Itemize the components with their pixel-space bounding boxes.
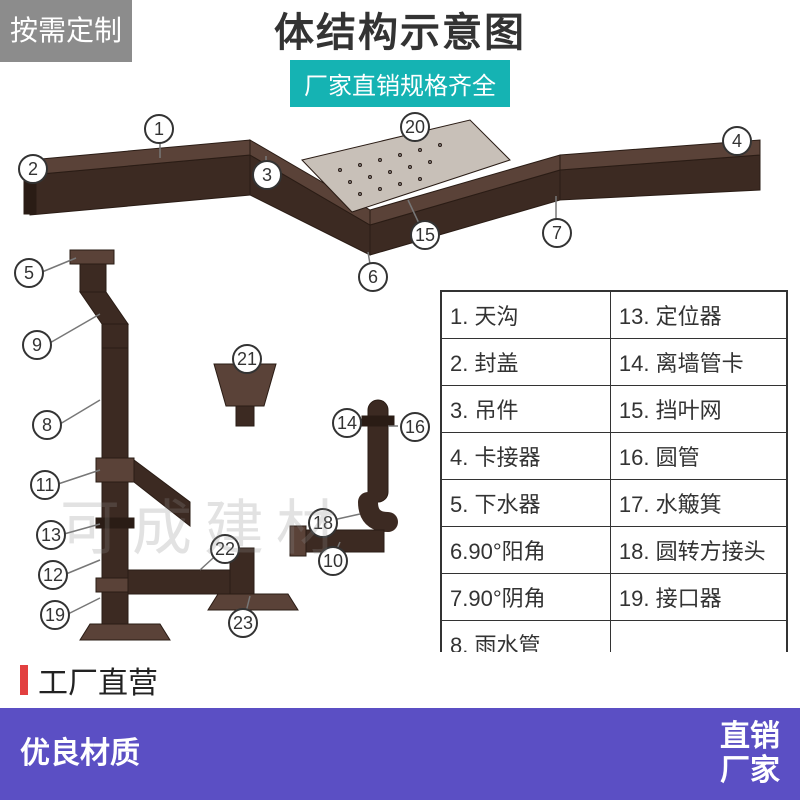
callout-21: 21 xyxy=(232,344,262,374)
legend-row: 6.90°阳角18. 圆转方接头 xyxy=(441,527,787,574)
legend-row: 5. 下水器17. 水簸箕 xyxy=(441,480,787,527)
custom-order-tag: 按需定制 xyxy=(0,0,132,62)
callout-9: 9 xyxy=(22,330,52,360)
callout-23: 23 xyxy=(228,608,258,638)
legend-row: 3. 吊件15. 挡叶网 xyxy=(441,386,787,433)
callout-16: 16 xyxy=(400,412,430,442)
callout-13: 13 xyxy=(36,520,66,550)
legend-cell: 3. 吊件 xyxy=(441,386,610,433)
legend-cell: 5. 下水器 xyxy=(441,480,610,527)
callout-6: 6 xyxy=(358,262,388,292)
callout-22: 22 xyxy=(210,534,240,564)
factory-direct-label: 工厂直营 xyxy=(38,658,158,702)
tag-text: 按需定制 xyxy=(10,14,122,48)
page-title: 体结构示意图 xyxy=(274,0,526,58)
callout-2: 2 xyxy=(18,154,48,184)
callout-4: 4 xyxy=(722,126,752,156)
callout-1: 1 xyxy=(144,114,174,144)
callout-11: 11 xyxy=(30,470,60,500)
legend-cell: 6.90°阳角 xyxy=(441,527,610,574)
banner-right-line2: 厂家 xyxy=(720,754,780,789)
callout-15: 15 xyxy=(410,220,440,250)
callout-10: 10 xyxy=(318,546,348,576)
legend-cell: 2. 封盖 xyxy=(441,339,610,386)
legend-cell: 7.90°阴角 xyxy=(441,574,610,621)
promo-banner: 优良材质 直销 厂家 xyxy=(0,708,800,800)
callout-20: 20 xyxy=(400,112,430,142)
diagram-area: 12342015675982111131219222314161810 可成建材… xyxy=(0,100,800,652)
banner-right-text: 直销 厂家 xyxy=(720,720,780,789)
legend-row: 2. 封盖14. 离墙管卡 xyxy=(441,339,787,386)
legend-cell: 14. 离墙管卡 xyxy=(610,339,787,386)
callout-12: 12 xyxy=(38,560,68,590)
callout-8: 8 xyxy=(32,410,62,440)
legend-cell: 13. 定位器 xyxy=(610,291,787,339)
callout-5: 5 xyxy=(14,258,44,288)
callout-18: 18 xyxy=(308,508,338,538)
callout-14: 14 xyxy=(332,408,362,438)
legend-cell: 15. 挡叶网 xyxy=(610,386,787,433)
legend-row: 4. 卡接器16. 圆管 xyxy=(441,433,787,480)
callout-3: 3 xyxy=(252,160,282,190)
lower-caption-bar: 工厂直营 xyxy=(0,652,800,708)
legend-row: 1. 天沟13. 定位器 xyxy=(441,291,787,339)
callout-19: 19 xyxy=(40,600,70,630)
legend-cell: 1. 天沟 xyxy=(441,291,610,339)
legend-cell: 4. 卡接器 xyxy=(441,433,610,480)
legend-cell: 17. 水簸箕 xyxy=(610,480,787,527)
legend-cell: 18. 圆转方接头 xyxy=(610,527,787,574)
banner-left-text: 优良材质 xyxy=(20,737,140,772)
legend-cell: 16. 圆管 xyxy=(610,433,787,480)
callout-7: 7 xyxy=(542,218,572,248)
legend-row: 7.90°阴角19. 接口器 xyxy=(441,574,787,621)
red-accent-bar xyxy=(20,665,28,695)
legend-cell: 19. 接口器 xyxy=(610,574,787,621)
banner-right-line1: 直销 xyxy=(720,720,780,755)
